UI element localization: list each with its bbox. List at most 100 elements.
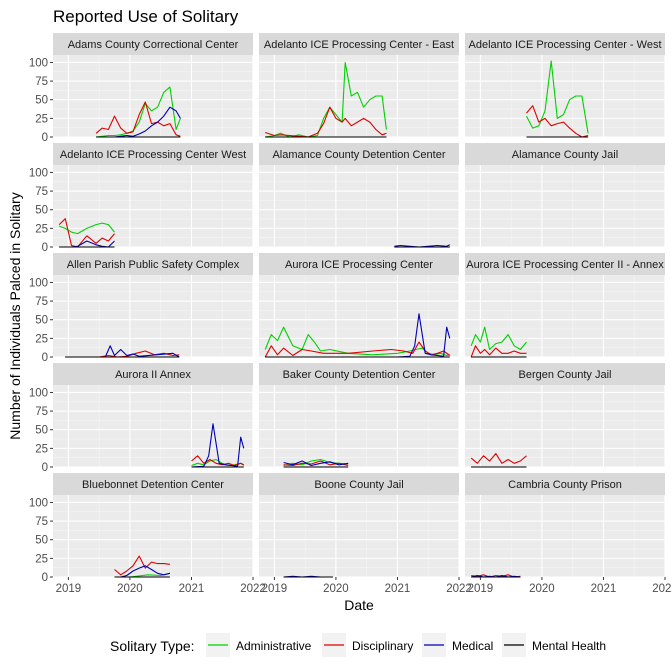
x-tick-label: 2021: [385, 583, 411, 595]
series-line-medical: [283, 460, 349, 467]
series-line-administrative: [470, 326, 527, 351]
facet-strip-label: Alamance County Detention Center: [272, 149, 445, 161]
x-tick-label: 2019: [56, 583, 82, 595]
facet-strip-label: Aurora II Annex: [115, 369, 191, 381]
legend: Solitary Type: Administrative Disciplinar…: [110, 633, 606, 657]
y-tick-label: 25: [35, 553, 48, 565]
facet-panel-aurora-ice-processing-center-ii-annex: Aurora ICE Processing Center II - Annex: [465, 253, 666, 358]
panel-background: [465, 495, 665, 577]
y-tick-label: 75: [35, 516, 48, 528]
facet-strip: [465, 143, 665, 165]
y-tick-label: 100: [29, 277, 48, 289]
series-line-administrative: [526, 60, 589, 134]
y-tick-label: 50: [35, 315, 48, 327]
y-tick-label: 0: [42, 462, 48, 474]
y-tick-label: 75: [35, 406, 48, 418]
y-tick-label: 50: [35, 95, 48, 107]
y-axis-ticks: 0 25 50 75 100 0 25 50 75 100 0 25 50 75 100 0 25 50 75 100…: [29, 57, 53, 584]
facet-panel-alamance-county-jail: Alamance County Jail: [465, 143, 666, 248]
panel-background: [53, 165, 253, 247]
facet-strip: [53, 253, 253, 275]
facet-strip-label: Adelanto ICE Processing Center - West: [469, 39, 662, 51]
facet-strip: [259, 33, 459, 55]
y-tick-label: 50: [35, 535, 48, 547]
x-axis-title: Date: [344, 597, 374, 613]
facet-panel-adelanto-ice-processing-center-west: Adelanto ICE Processing Center West: [53, 143, 254, 248]
panel-background: [259, 495, 459, 577]
facet-strip-label: Aurora ICE Processing Center: [285, 259, 433, 271]
facet-strip: [465, 33, 665, 55]
y-tick-label: 75: [35, 296, 48, 308]
x-tick-label: 2020: [529, 583, 555, 595]
y-axis-title: Number of Individuals Palced in Solitary: [7, 192, 23, 439]
legend-label: Disciplinary: [352, 639, 413, 653]
y-tick-label: 50: [35, 205, 48, 217]
legend-item-medical: Medical: [422, 633, 493, 657]
facet-panel-adelanto-ice-processing-center-west: Adelanto ICE Processing Center - West: [465, 33, 666, 138]
facet-panel-adelanto-ice-processing-center-east: Adelanto ICE Processing Center - East: [259, 33, 460, 138]
legend-label: Administrative: [236, 639, 312, 653]
series-line-disciplinary: [470, 453, 527, 464]
facet-panel-alamance-county-detention-center: Alamance County Detention Center: [259, 143, 460, 248]
facet-strip-label: Cambria County Prison: [508, 479, 622, 491]
y-tick-label: 25: [35, 223, 48, 235]
y-tick-label: 25: [35, 113, 48, 125]
legend-item-disciplinary: Disciplinary: [322, 633, 413, 657]
y-tick-label: 100: [29, 497, 48, 509]
series-line-disciplinary: [95, 101, 181, 137]
facet-strip: [53, 473, 253, 495]
facet-strip: [53, 363, 253, 385]
facet-strip: [259, 473, 459, 495]
series-line-medical: [191, 423, 245, 468]
panel-background: [53, 385, 253, 467]
panel-background: [259, 165, 459, 247]
series-line-disciplinary: [265, 106, 387, 138]
facet-strip: [53, 143, 253, 165]
x-tick-label: 2019: [468, 583, 494, 595]
x-tick-label: 2022: [652, 583, 672, 595]
facet-strip-label: Allen Parish Public Safety Complex: [67, 259, 240, 271]
series-line-medical: [114, 565, 171, 578]
series-line-medical: [65, 345, 180, 358]
series-line-disciplinary: [283, 460, 349, 467]
panel-background: [465, 385, 665, 467]
x-tick-label: 2021: [591, 583, 617, 595]
panel-background: [53, 275, 253, 357]
facet-panel-aurora-ii-annex: Aurora II Annex: [53, 363, 254, 468]
y-tick-label: 25: [35, 333, 48, 345]
x-tick-label: 2021: [179, 583, 205, 595]
x-tick-label: 2020: [323, 583, 349, 595]
facet-strip: [259, 143, 459, 165]
legend-label: Mental Health: [532, 639, 606, 653]
panel-background: [465, 165, 665, 247]
series-line-disciplinary: [58, 218, 115, 248]
facet-strip: [465, 253, 665, 275]
legend-item-mental-health: Mental Health: [502, 633, 606, 657]
legend-title: Solitary Type:: [110, 638, 195, 654]
y-tick-label: 100: [29, 57, 48, 69]
facet-strip-label: Adelanto ICE Processing Center - East: [264, 39, 454, 51]
legend-item-administrative: Administrative: [206, 633, 312, 657]
series-line-disciplinary: [526, 105, 589, 138]
panel-background: [465, 55, 665, 137]
series-line-disciplinary: [114, 555, 170, 576]
y-tick-label: 0: [42, 132, 48, 144]
facet-panel-boone-county-jail: Boone County Jail: [259, 473, 460, 578]
facet-panel-baker-county-detention-center: Baker County Detention Center: [259, 363, 460, 468]
facet-panel-bluebonnet-detention-center: Bluebonnet Detention Center: [53, 473, 254, 578]
facet-strip-label: Bergen County Jail: [519, 369, 612, 381]
facet-panel-aurora-ice-processing-center: Aurora ICE Processing Center: [259, 253, 460, 358]
facet-strip: [259, 253, 459, 275]
x-tick-label: 2022: [446, 583, 472, 595]
y-tick-label: 0: [42, 242, 48, 254]
facet-strip-label: Boone County Jail: [314, 479, 403, 491]
y-tick-label: 75: [35, 76, 48, 88]
y-tick-label: 25: [35, 443, 48, 455]
legend-label: Medical: [452, 639, 493, 653]
y-tick-label: 75: [35, 186, 48, 198]
facet-strip: [465, 473, 665, 495]
x-tick-label: 2022: [240, 583, 266, 595]
y-tick-label: 100: [29, 167, 48, 179]
